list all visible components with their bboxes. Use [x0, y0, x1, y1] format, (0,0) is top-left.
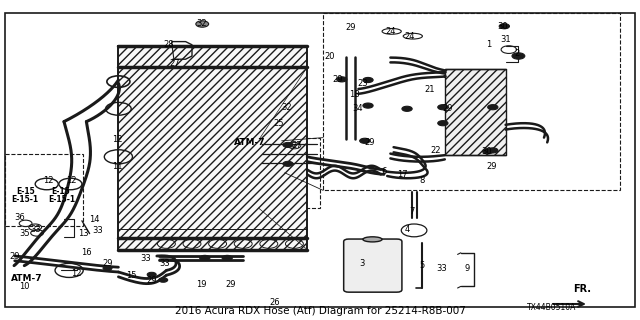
Text: 33: 33 [141, 254, 151, 263]
Text: 12: 12 [112, 135, 122, 144]
Text: 29: 29 [443, 104, 453, 113]
Text: 35: 35 [19, 229, 29, 238]
Text: 1: 1 [486, 40, 492, 49]
Text: 33: 33 [436, 264, 447, 273]
FancyBboxPatch shape [344, 239, 402, 292]
Text: 32: 32 [196, 19, 207, 28]
Text: 33: 33 [93, 226, 103, 235]
Circle shape [147, 272, 156, 277]
Text: 19: 19 [196, 280, 207, 289]
Text: 27: 27 [170, 59, 180, 68]
Circle shape [363, 103, 373, 108]
Text: 29: 29 [332, 76, 342, 84]
Text: 29: 29 [102, 260, 113, 268]
Text: 2: 2 [515, 49, 520, 58]
Text: 11: 11 [112, 162, 122, 171]
Bar [259, 138, 320, 208]
Text: 8: 8 [420, 176, 425, 185]
Circle shape [283, 142, 293, 148]
Text: 16: 16 [81, 248, 92, 257]
Text: TX44B0510A: TX44B0510A [527, 303, 576, 312]
Text: E-15-1: E-15-1 [11, 195, 38, 204]
Circle shape [438, 105, 448, 110]
Text: 30: 30 [481, 147, 492, 156]
Text: 23: 23 [357, 79, 367, 88]
Text: 22: 22 [430, 146, 440, 155]
Circle shape [283, 161, 293, 166]
Ellipse shape [363, 237, 382, 242]
Text: ATM-7: ATM-7 [234, 138, 266, 147]
Text: 24: 24 [385, 27, 396, 36]
Circle shape [337, 77, 347, 82]
Text: 31: 31 [500, 36, 511, 44]
Text: 30: 30 [497, 22, 508, 31]
Text: 29: 29 [346, 23, 356, 32]
Text: 29: 29 [365, 138, 375, 147]
Text: 29: 29 [486, 162, 497, 171]
Text: 21: 21 [425, 85, 435, 94]
Text: 29: 29 [10, 252, 20, 261]
Circle shape [103, 266, 112, 270]
Circle shape [363, 77, 373, 83]
Text: 27: 27 [291, 141, 301, 150]
Bar [5, 154, 83, 226]
Text: 10: 10 [19, 282, 29, 291]
Circle shape [402, 106, 412, 111]
Text: 6: 6 [381, 167, 387, 176]
Circle shape [499, 24, 509, 29]
Text: 9: 9 [465, 264, 470, 273]
Text: 5: 5 [420, 261, 425, 270]
Bar [445, 69, 506, 155]
Circle shape [200, 255, 210, 260]
Text: 32: 32 [282, 103, 292, 112]
Text: 26: 26 [270, 298, 280, 307]
Text: 4: 4 [405, 225, 410, 234]
Circle shape [488, 148, 498, 153]
Text: 17: 17 [397, 170, 407, 179]
Text: 20: 20 [324, 52, 335, 61]
Text: FR.: FR. [573, 284, 591, 294]
Text: 36: 36 [14, 213, 24, 222]
Circle shape [483, 149, 493, 154]
Text: 12: 12 [72, 269, 82, 278]
Text: 7: 7 [409, 207, 414, 216]
Text: 29: 29 [225, 280, 236, 289]
Text: 33: 33 [30, 225, 40, 234]
Text: ATM-7: ATM-7 [11, 274, 43, 283]
Text: 28: 28 [163, 40, 173, 49]
Text: 15: 15 [126, 271, 136, 280]
Circle shape [159, 278, 168, 282]
Text: 24: 24 [404, 32, 415, 41]
Text: 18: 18 [349, 90, 359, 99]
Text: E-15-1: E-15-1 [48, 195, 75, 204]
Text: E-15: E-15 [51, 188, 70, 196]
Circle shape [360, 138, 370, 143]
Circle shape [488, 105, 498, 110]
Text: 13: 13 [78, 229, 88, 238]
Text: 3: 3 [359, 260, 364, 268]
Text: 12: 12 [67, 176, 77, 185]
Text: 33: 33 [159, 259, 170, 268]
Text: 14: 14 [90, 215, 100, 224]
Bar [118, 46, 307, 250]
Circle shape [438, 121, 448, 126]
Circle shape [222, 255, 232, 260]
Bar [323, 13, 620, 190]
Text: 12: 12 [43, 176, 53, 185]
Circle shape [512, 53, 525, 59]
Text: 2016 Acura RDX Hose (Atf) Diagram for 25214-R8B-007: 2016 Acura RDX Hose (Atf) Diagram for 25… [175, 306, 465, 316]
Text: 29: 29 [147, 276, 157, 285]
Circle shape [196, 21, 209, 27]
Text: 25: 25 [274, 119, 284, 128]
Text: E-15: E-15 [16, 188, 35, 196]
Text: 34: 34 [352, 104, 362, 113]
